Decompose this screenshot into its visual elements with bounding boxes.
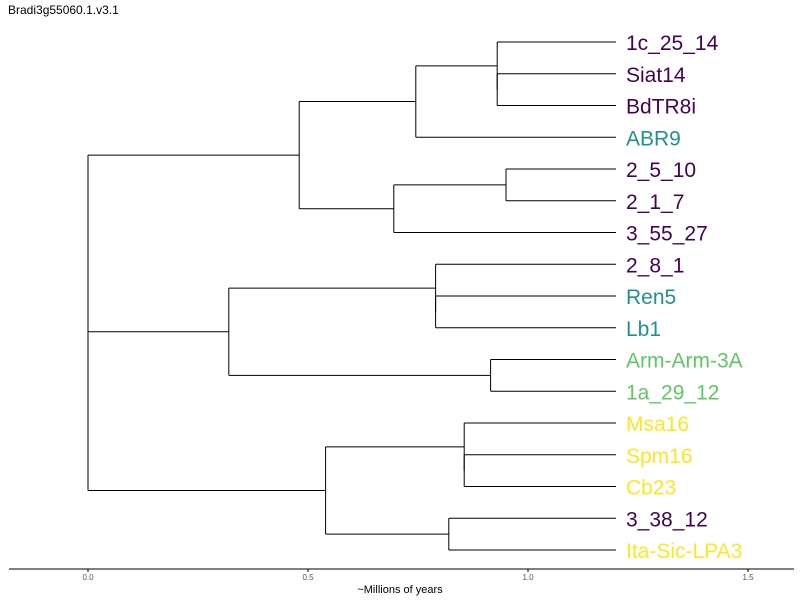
x-axis-label: ~Millions of years <box>357 584 443 596</box>
leaf-label: 2_1_7 <box>626 191 684 214</box>
branches-group <box>87 41 616 551</box>
leaf-label: 3_55_27 <box>626 223 708 246</box>
leaf-label: Siat14 <box>626 64 686 87</box>
leaf-label: Ren5 <box>626 286 676 309</box>
leaf-labels-group: 1c_25_14 Siat14 BdTR8i ABR9 2_5_10 2_1_7 3_55_… <box>626 32 743 563</box>
leaf-label: 1a_29_12 <box>626 381 719 404</box>
x-tick-label: 0.0 <box>82 573 94 582</box>
leaf-label: Cb23 <box>626 477 676 500</box>
x-tick-label: 1.0 <box>522 573 534 582</box>
leaf-label: Arm-Arm-3A <box>626 350 743 373</box>
leaf-label: Ita-Sic-LPA3 <box>626 540 742 563</box>
leaf-label: ABR9 <box>626 127 681 150</box>
leaf-label: Msa16 <box>626 413 689 436</box>
leaf-label: 2_5_10 <box>626 159 696 182</box>
leaf-label: BdTR8i <box>626 96 696 119</box>
x-axis: 0.0 0.5 1.0 1.5 ~Millions of years <box>9 568 794 596</box>
leaf-label: Lb1 <box>626 318 661 341</box>
leaf-label: 1c_25_14 <box>626 32 719 55</box>
leaf-label: 3_38_12 <box>626 508 708 531</box>
leaf-label: 2_8_1 <box>626 254 684 277</box>
x-tick-label: 1.5 <box>742 573 754 582</box>
x-tick-label: 0.5 <box>302 573 314 582</box>
leaf-label: Spm16 <box>626 445 693 468</box>
figure-title: Bradi3g55060.1.v3.1 <box>8 3 119 17</box>
